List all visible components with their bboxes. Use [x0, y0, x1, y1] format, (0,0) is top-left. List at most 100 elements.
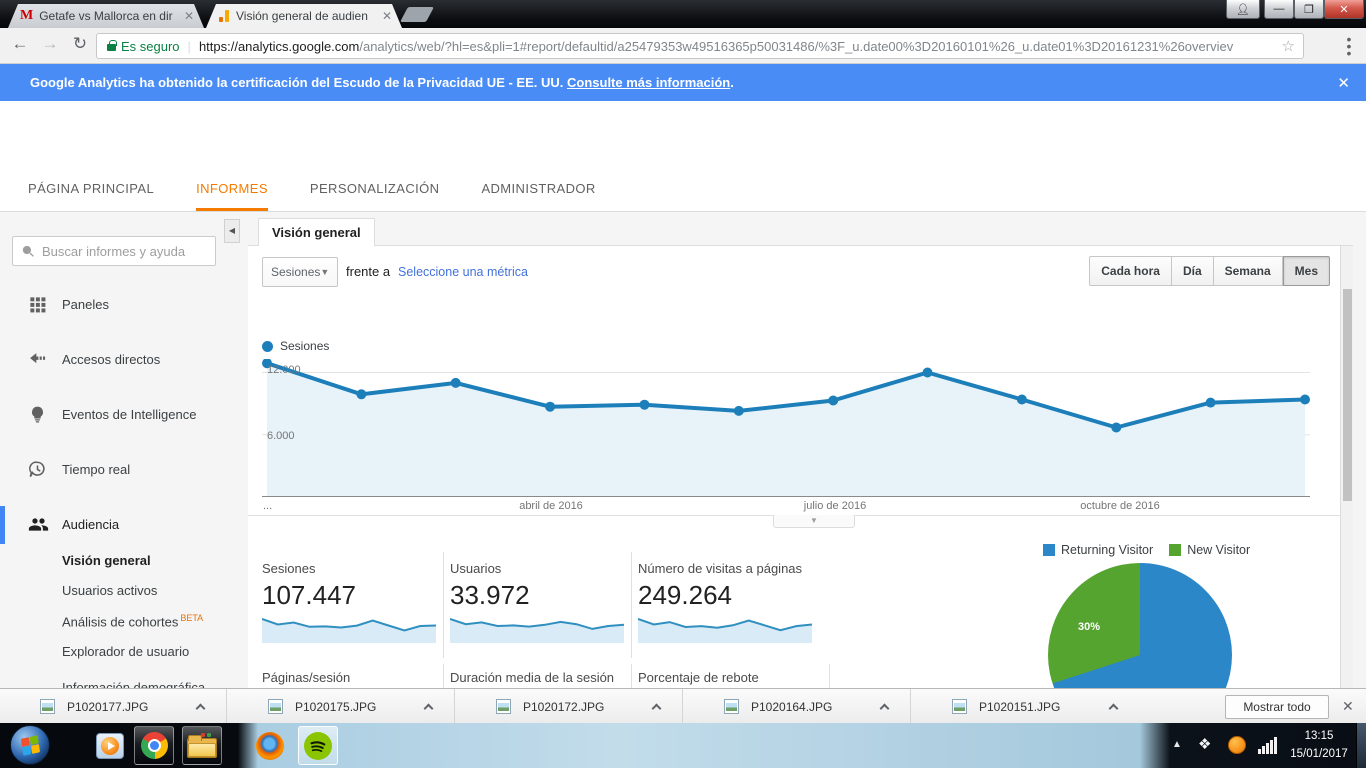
pie-label-30: 30% [1078, 621, 1100, 633]
tab-close-icon[interactable]: ✕ [182, 9, 196, 23]
show-all-downloads-button[interactable]: Mostrar todo [1225, 695, 1329, 719]
sidebar-collapse-icon[interactable]: ◀ [224, 219, 240, 243]
select-metric-link[interactable]: Seleccione una métrica [398, 265, 528, 279]
granularity-mes[interactable]: Mes [1283, 256, 1330, 286]
x-tick-octubre: octubre de 2016 [1080, 500, 1160, 512]
dropbox-tray-icon[interactable]: ❖ [1198, 735, 1211, 753]
search-input[interactable] [42, 244, 202, 259]
beta-badge: BETA [180, 613, 203, 623]
download-item[interactable]: P1020177.JPG [0, 689, 227, 724]
sidebar-subitem-explorador-usuario[interactable]: Explorador de usuario [62, 644, 189, 659]
media-player-taskbar-icon[interactable] [90, 726, 130, 765]
network-tray-icon[interactable] [1258, 737, 1277, 754]
banner-close-icon[interactable]: ✕ [1337, 74, 1350, 92]
pie-legend: Returning Visitor New Visitor [1043, 543, 1250, 557]
restore-button[interactable]: ❐ [1294, 0, 1324, 19]
browser-tab-2[interactable]: Visión general de audien ✕ [206, 4, 402, 28]
metric-card-paginas-sesion: Páginas/sesión 2,32 [262, 670, 350, 688]
sidebar-item-paneles[interactable]: Paneles [0, 284, 248, 324]
metric-card-usuarios: Usuarios 33.972 [450, 561, 624, 643]
sidebar-item-accesos-directos[interactable]: Accesos directos [0, 339, 248, 379]
sidebar-subitem-usuarios-activos[interactable]: Usuarios activos [62, 583, 157, 598]
nav-pagina-principal[interactable]: PÁGINA PRINCIPAL [28, 168, 154, 211]
chrome-taskbar-icon[interactable] [134, 726, 174, 765]
sessions-line-chart[interactable] [262, 359, 1310, 498]
granularity-group: Cada hora Día Semana Mes [1089, 256, 1330, 286]
clock-time: 13:15 [1286, 727, 1352, 745]
clock-date: 15/01/2017 [1286, 745, 1352, 763]
windows-flag-icon [20, 735, 39, 755]
banner-suffix: . [730, 75, 734, 90]
lightbulb-icon [28, 405, 50, 424]
report-search[interactable] [12, 236, 216, 266]
browser-tab-1[interactable]: M Getafe vs Mallorca en dir ✕ [8, 4, 204, 28]
card-divider [631, 664, 632, 688]
secure-lock-icon [107, 44, 116, 51]
downloads-close-icon[interactable]: ✕ [1342, 698, 1354, 715]
card-divider [631, 552, 632, 658]
report-tab-vision-general[interactable]: Visión general [258, 218, 375, 246]
x-tick-julio: julio de 2016 [804, 500, 866, 512]
sidebar-item-tiempo-real[interactable]: Tiempo real [0, 449, 248, 489]
audience-people-icon [28, 514, 50, 535]
card-divider [829, 664, 830, 688]
explorer-taskbar-icon[interactable] [182, 726, 222, 765]
antivirus-tray-icon[interactable] [1228, 736, 1246, 754]
download-item[interactable]: P1020175.JPG [228, 689, 455, 724]
visitor-pie[interactable]: 30% 70% [1048, 563, 1232, 688]
chevron-up-icon[interactable] [1109, 703, 1119, 713]
x-tick-ellipsis: ... [263, 500, 272, 512]
taskbar-clock[interactable]: 13:15 15/01/2017 [1286, 727, 1352, 763]
metric-dropdown[interactable]: Sesiones ▼ [262, 257, 338, 287]
download-item[interactable]: P1020172.JPG [456, 689, 683, 724]
spotify-taskbar-icon[interactable] [298, 726, 338, 765]
vs-label: frente a [346, 264, 390, 279]
back-icon[interactable]: ← [8, 34, 32, 54]
chrome-menu-icon[interactable]: ••• [1342, 36, 1356, 57]
new-tab-button[interactable] [400, 7, 434, 22]
granularity-cada-hora[interactable]: Cada hora [1089, 256, 1172, 286]
hidden-icons-icon[interactable]: ▲ [1172, 739, 1182, 750]
download-item[interactable]: P1020151.JPG [912, 689, 1139, 724]
sidebar-subitem-analisis-cohortes[interactable]: Análisis de cohortesBETA [62, 613, 203, 629]
nav-informes[interactable]: INFORMES [196, 168, 268, 211]
forward-icon[interactable]: → [38, 34, 62, 54]
chevron-up-icon[interactable] [880, 703, 890, 713]
chevron-up-icon[interactable] [196, 703, 206, 713]
granularity-dia[interactable]: Día [1172, 256, 1214, 286]
address-bar[interactable]: Es seguro | https://analytics.google.com… [96, 33, 1304, 59]
chevron-up-icon[interactable] [652, 703, 662, 713]
nav-personalizacion[interactable]: PERSONALIZACIÓN [310, 168, 440, 211]
show-desktop-button[interactable] [1356, 723, 1366, 768]
reload-icon[interactable]: ↻ [68, 34, 92, 54]
profile-button[interactable]: 👤︎ [1226, 0, 1260, 19]
card-divider [443, 552, 444, 658]
y-tick-6000: 6.000 [267, 430, 295, 442]
browser-tabstrip: M Getafe vs Mallorca en dir ✕ Visión gen… [0, 0, 1366, 28]
privacy-banner: Google Analytics ha obtenido la certific… [0, 64, 1366, 101]
banner-link[interactable]: Consulte más información [567, 75, 730, 90]
url-path: /analytics/web/?hl=es&pli=1#report/defau… [359, 39, 1275, 54]
start-button[interactable] [10, 725, 50, 765]
spotify-icon [304, 732, 332, 760]
download-item[interactable]: P1020164.JPG [684, 689, 911, 724]
close-window-button[interactable]: ✕ [1324, 0, 1364, 19]
nav-administrador[interactable]: ADMINISTRADOR [481, 168, 595, 211]
firefox-taskbar-icon[interactable] [250, 726, 290, 765]
bookmark-star-icon[interactable]: ☆ [1282, 37, 1295, 55]
tab-close-icon[interactable]: ✕ [380, 9, 394, 23]
sidebar-item-eventos-intelligence[interactable]: Eventos de Intelligence [0, 394, 248, 434]
minimize-button[interactable]: — [1264, 0, 1294, 19]
page-scrollbar[interactable] [1340, 246, 1353, 688]
chart-collapse-icon[interactable]: ▼ [773, 515, 855, 528]
granularity-semana[interactable]: Semana [1214, 256, 1283, 286]
image-file-icon [40, 699, 55, 714]
sidebar-subitem-vision-general[interactable]: Visión general [62, 553, 151, 568]
taskbar: ▲ ❖ 13:15 15/01/2017 [0, 723, 1366, 768]
realtime-clock-icon [28, 460, 50, 479]
sidebar-item-audiencia[interactable]: Audiencia [0, 504, 248, 544]
scrollbar-thumb[interactable] [1343, 289, 1352, 501]
chevron-up-icon[interactable] [424, 703, 434, 713]
secure-label: Es seguro [121, 39, 180, 54]
image-file-icon [952, 699, 967, 714]
